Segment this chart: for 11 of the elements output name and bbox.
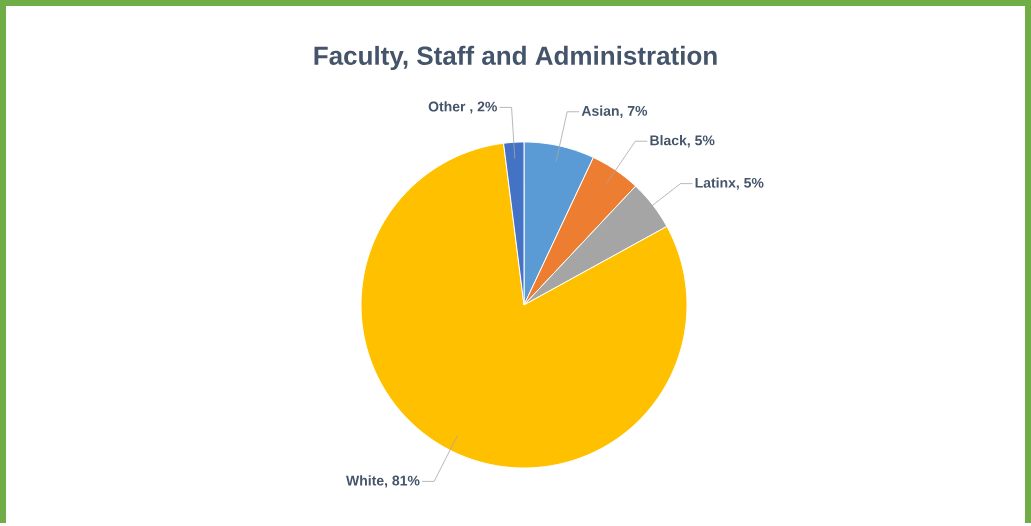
slice-label: Latinx: [695, 177, 736, 188]
data-label: , 81%: [385, 475, 420, 488]
slice-label: Other: [428, 101, 466, 112]
chart-title: Faculty, Staff and Administration: [314, 45, 717, 71]
slice-label: White: [346, 475, 384, 486]
data-label: , 7%: [620, 106, 648, 118]
data-label: , 5%: [687, 135, 715, 148]
data-label: , 2%: [470, 101, 497, 114]
data-label: , 5%: [736, 177, 764, 190]
slice-label: Asian: [581, 105, 619, 116]
slice-label: Black: [650, 135, 687, 146]
